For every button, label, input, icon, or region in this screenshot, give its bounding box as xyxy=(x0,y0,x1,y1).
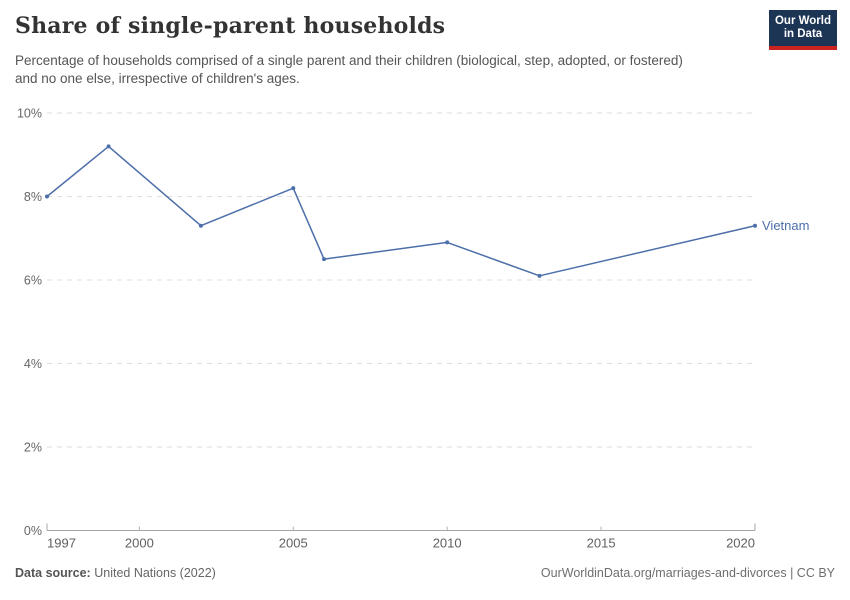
series-label[interactable]: Vietnam xyxy=(762,218,809,233)
x-axis-tick-label: 1997 xyxy=(47,536,76,551)
data-point[interactable] xyxy=(537,273,542,278)
data-source-value: United Nations (2022) xyxy=(94,566,216,580)
y-axis-tick-label: 6% xyxy=(24,274,42,288)
x-axis-tick-label: 2010 xyxy=(433,536,462,551)
data-point[interactable] xyxy=(106,144,111,149)
y-axis-tick-label: 10% xyxy=(17,107,42,121)
page-title: Share of single-parent households xyxy=(15,13,446,39)
owid-logo: Our World in Data xyxy=(769,10,837,50)
data-source-label: Data source: xyxy=(15,566,91,580)
y-axis-tick-label: 0% xyxy=(24,524,42,538)
series-line[interactable] xyxy=(46,145,756,277)
data-point[interactable] xyxy=(753,223,757,228)
chart-subtitle: Percentage of households comprised of a … xyxy=(15,53,683,86)
x-axis-tick-label: 2000 xyxy=(125,536,154,551)
y-axis-tick-label: 4% xyxy=(24,357,42,371)
data-source: Data source: United Nations (2022) xyxy=(15,566,216,580)
x-axis-tick-label: 2020 xyxy=(726,536,755,551)
owid-logo-line2: in Data xyxy=(783,28,823,40)
data-point[interactable] xyxy=(322,257,327,262)
data-point[interactable] xyxy=(198,223,203,228)
data-point[interactable] xyxy=(291,186,296,191)
line-chart[interactable]: 0% 2% 4% 6% 8% 10% 1997 2000 2005 2010 2015 2020 Vie… xyxy=(0,100,850,560)
data-point[interactable] xyxy=(445,240,450,245)
data-point[interactable] xyxy=(45,194,49,199)
x-axis-tick-label: 2005 xyxy=(279,536,308,551)
x-axis-tick-label: 2015 xyxy=(587,536,616,551)
credit-link[interactable]: OurWorldinData.org/marriages-and-divorce… xyxy=(540,566,835,580)
y-axis-tick-label: 8% xyxy=(24,190,42,204)
chart-footer: Data source: United Nations (2022) OurWo… xyxy=(0,566,850,580)
owid-logo-line1: Our World xyxy=(774,14,831,27)
y-axis-tick-label: 2% xyxy=(24,441,42,455)
